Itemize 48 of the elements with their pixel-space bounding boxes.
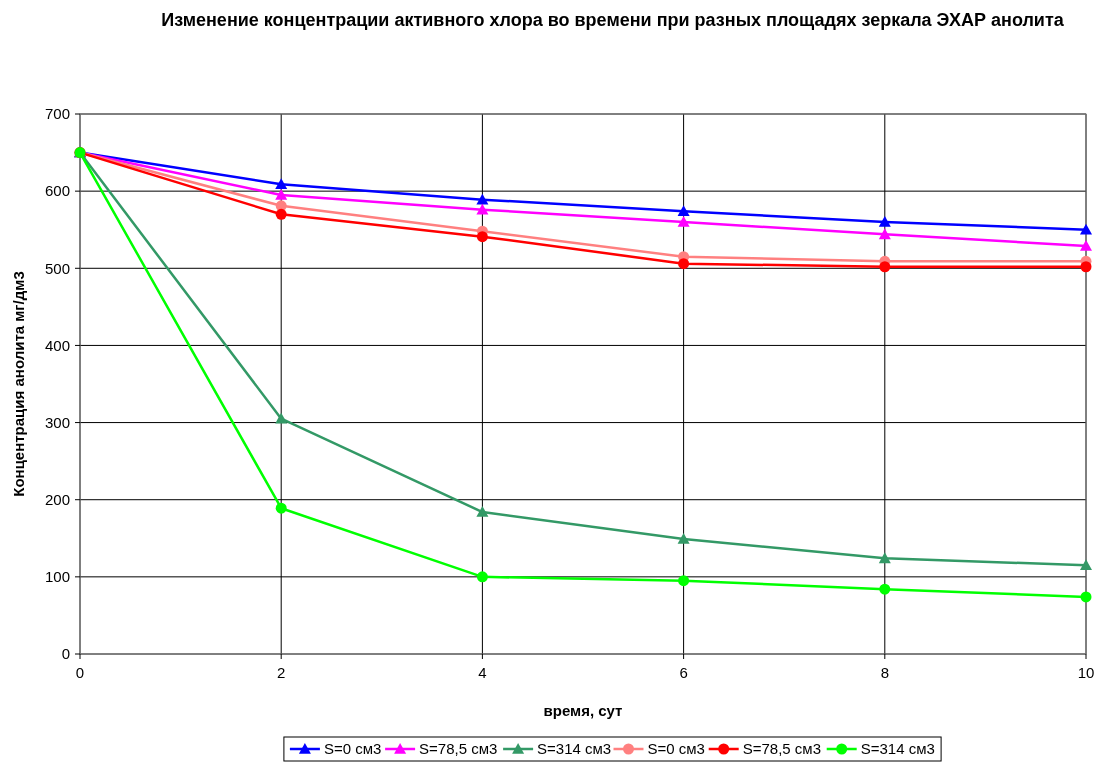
point <box>677 533 690 544</box>
y-tick-label: 600 <box>44 182 70 200</box>
x-tick-label: 6 <box>679 664 688 681</box>
y-tick-label: 300 <box>44 413 70 431</box>
point <box>275 208 287 220</box>
x-tick-label: 10 <box>1077 664 1095 681</box>
point <box>476 231 488 243</box>
point <box>476 571 488 583</box>
point <box>275 178 288 189</box>
y-axis-title: Концентрация анолита мг/дм3 <box>10 271 27 497</box>
point <box>677 216 690 227</box>
legend-label: S=314 см3 <box>860 740 935 758</box>
x-tick-label: 4 <box>478 664 487 681</box>
point <box>1080 559 1092 571</box>
point <box>879 261 891 273</box>
legend-label: S=0 см3 <box>323 740 382 758</box>
point <box>476 203 489 215</box>
point <box>275 189 288 200</box>
point <box>275 502 287 514</box>
point <box>878 552 891 564</box>
point <box>878 228 891 240</box>
y-tick-label: 0 <box>61 645 70 663</box>
point <box>476 506 489 517</box>
y-tick-label: 400 <box>44 336 70 354</box>
point <box>275 412 288 424</box>
chart-title: Изменение концентрации активного хлора во времени при разных площадях зеркала ЭХАР анолита <box>161 10 1065 30</box>
point <box>678 575 690 587</box>
point <box>1080 223 1092 235</box>
y-tick-label: 100 <box>44 568 70 586</box>
x-axis-title: время, сут <box>543 702 623 719</box>
point <box>678 258 690 270</box>
point <box>476 193 489 205</box>
legend-label: S=78,5 см3 <box>419 740 498 758</box>
x-tick-label: 2 <box>277 664 286 681</box>
legend-label: S=78,5 см3 <box>742 740 821 758</box>
legend-label: S=314 см3 <box>537 740 612 758</box>
point <box>677 205 690 216</box>
point <box>1080 261 1092 273</box>
point <box>878 216 891 227</box>
y-tick-label: 700 <box>44 105 70 123</box>
point <box>1080 239 1092 251</box>
y-tick-label: 200 <box>44 490 70 508</box>
legend-label: S=0 см3 <box>647 740 705 758</box>
point <box>879 583 891 595</box>
x-tick-label: 8 <box>880 664 889 681</box>
point <box>1080 591 1092 603</box>
y-tick-label: 500 <box>44 259 70 277</box>
x-tick-label: 0 <box>75 664 85 681</box>
